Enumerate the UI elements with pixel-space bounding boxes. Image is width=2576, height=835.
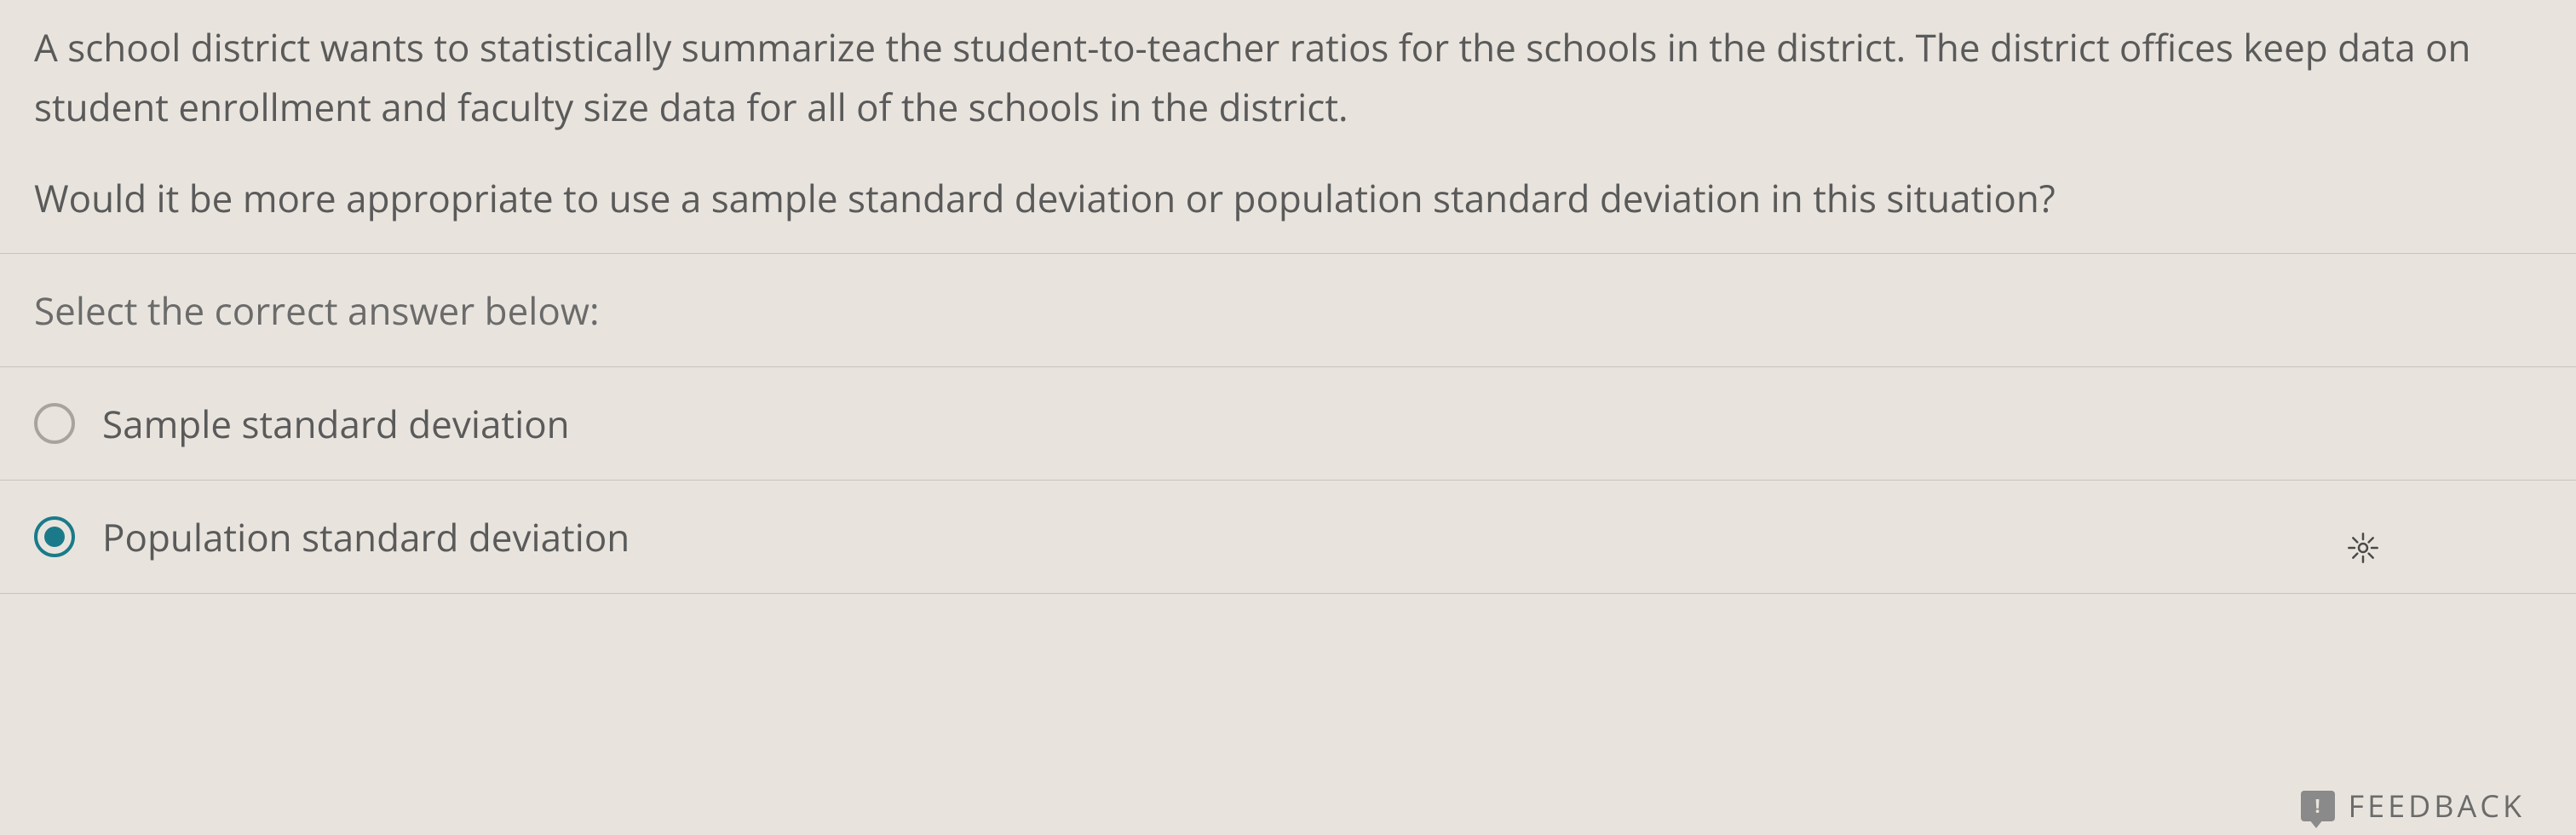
radio-inner xyxy=(44,527,65,547)
feedback-icon: ! xyxy=(2301,791,2335,821)
feedback-button[interactable]: ! FEEDBACK xyxy=(2301,785,2525,826)
question-section: A school district wants to statistically… xyxy=(0,0,2576,254)
question-paragraph-2: Would it be more appropriate to use a sa… xyxy=(34,168,2542,227)
feedback-icon-exclamation: ! xyxy=(2314,793,2320,819)
option-label: Population standard deviation xyxy=(102,511,630,562)
cursor-pointer-icon xyxy=(2346,528,2380,575)
radio-icon xyxy=(34,516,75,557)
question-text: A school district wants to statistically… xyxy=(34,17,2542,227)
option-label: Sample standard deviation xyxy=(102,398,570,449)
feedback-label: FEEDBACK xyxy=(2349,785,2525,826)
option-sample-standard-deviation[interactable]: Sample standard deviation xyxy=(0,367,2576,481)
footer-section: ! FEEDBACK xyxy=(0,768,2576,835)
radio-inner xyxy=(44,413,65,434)
option-population-standard-deviation[interactable]: Population standard deviation xyxy=(0,481,2576,594)
instruction-section: Select the correct answer below: xyxy=(0,254,2576,367)
instruction-text: Select the correct answer below: xyxy=(34,285,2542,336)
question-paragraph-1: A school district wants to statistically… xyxy=(34,17,2542,137)
radio-icon xyxy=(34,403,75,444)
